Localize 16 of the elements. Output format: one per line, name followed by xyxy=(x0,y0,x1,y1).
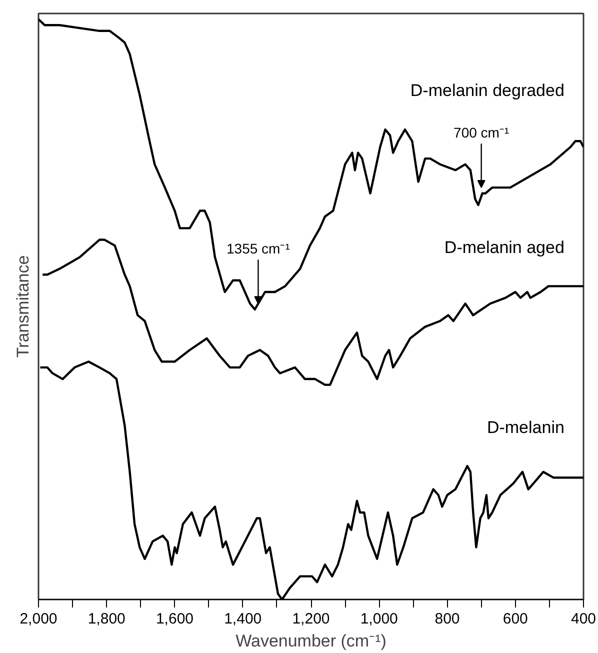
x-axis-title: Wavenumber (cm⁻¹) xyxy=(236,632,386,650)
series-label: D-melanin aged xyxy=(444,238,564,257)
series-label: D-melanin degraded xyxy=(410,81,564,100)
x-tick-label: 1,800 xyxy=(88,610,126,628)
x-tick-label: 600 xyxy=(502,610,528,628)
x-tick-label: 1,000 xyxy=(360,610,398,628)
x-tick-label: 800 xyxy=(434,610,460,628)
x-tick-label: 1,200 xyxy=(292,610,330,628)
text: D-melanin xyxy=(486,418,564,437)
x-tick-label: 2,000 xyxy=(20,610,58,628)
x-tick-label: 1,400 xyxy=(224,610,262,628)
x-tick-label: 400 xyxy=(570,610,596,628)
annotation: 1355 cm⁻¹ xyxy=(226,240,290,257)
x-tick-label: 1,600 xyxy=(156,610,194,628)
y-axis-title: Transmitance xyxy=(14,255,32,358)
annotation: 700 cm⁻¹ xyxy=(454,124,510,141)
